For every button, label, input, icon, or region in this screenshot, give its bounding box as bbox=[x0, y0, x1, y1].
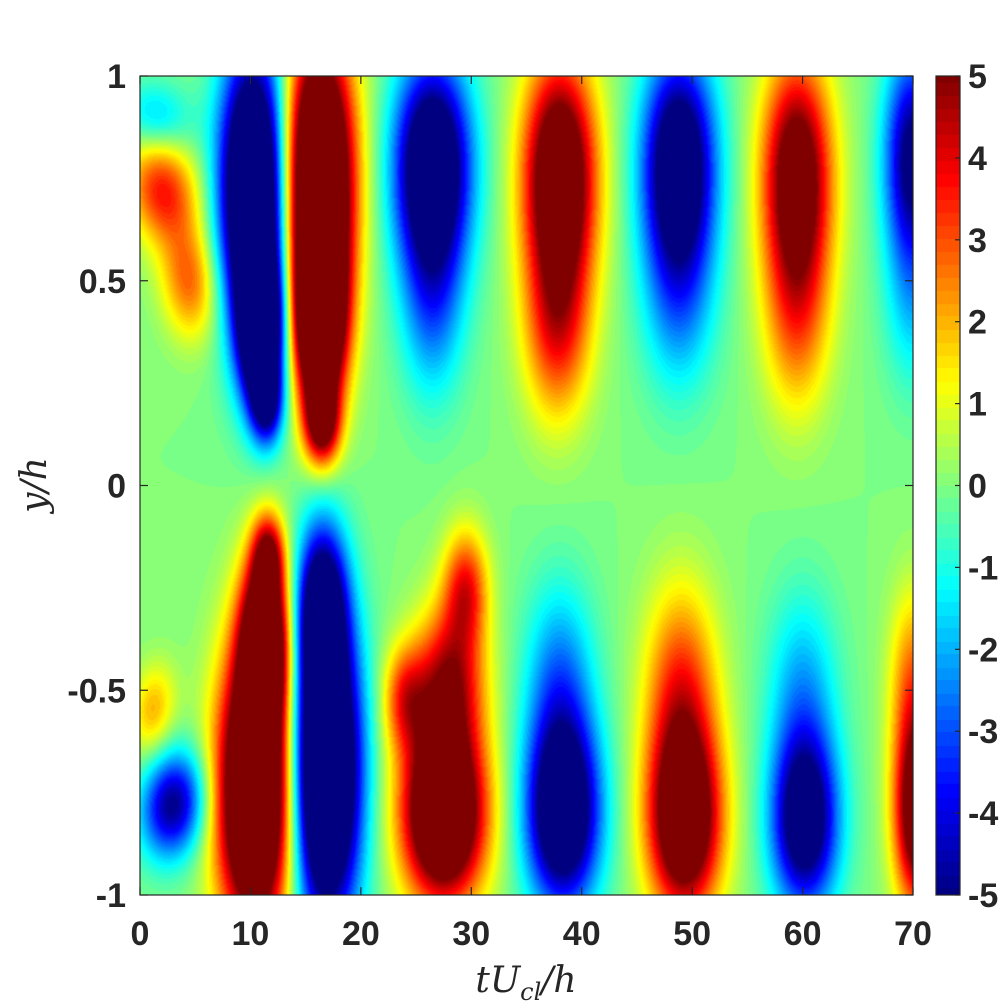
x-tick-label: 30 bbox=[452, 915, 490, 953]
x-tick-label: 70 bbox=[894, 915, 932, 953]
colorbar-tick-label: 1 bbox=[968, 386, 987, 424]
x-tick-label: 20 bbox=[342, 915, 380, 953]
x-axis-label-sub: cl bbox=[520, 978, 541, 1006]
heatmap-plot-area bbox=[139, 75, 914, 896]
x-tick-label: 50 bbox=[673, 915, 711, 953]
colorbar-tick-label: 0 bbox=[968, 468, 987, 506]
y-axis-label: y/h bbox=[14, 457, 55, 515]
x-axis-ticks: 0 10 20 30 40 50 60 70 bbox=[131, 76, 932, 953]
colorbar-tick-label: 4 bbox=[968, 140, 987, 178]
colorbar-ticks: 5 4 3 2 1 0 -1 -2 -3 -4 -5 bbox=[955, 58, 998, 915]
colorbar-tick-label: -5 bbox=[968, 877, 998, 915]
x-axis-label-tail: /h bbox=[538, 960, 576, 1001]
y-tick-label: 0.5 bbox=[79, 263, 126, 301]
colorbar-tick-label: -4 bbox=[968, 795, 998, 833]
x-tick-label: 0 bbox=[131, 915, 150, 953]
y-tick-label: -1 bbox=[96, 877, 126, 915]
y-tick-label: 1 bbox=[107, 58, 126, 96]
y-tick-label: 0 bbox=[107, 468, 126, 506]
colorbar-tick-label: 5 bbox=[968, 58, 987, 96]
colorbar-tick-label: -2 bbox=[968, 631, 998, 669]
colorbar-tick-label: 2 bbox=[968, 304, 987, 342]
y-axis-ticks: 1 0.5 0 -0.5 -1 bbox=[67, 58, 913, 915]
x-axis-label: tUcl/h bbox=[475, 960, 576, 1006]
x-tick-label: 40 bbox=[563, 915, 601, 953]
heatmap-field bbox=[140, 76, 913, 895]
x-tick-label: 10 bbox=[232, 915, 270, 953]
y-tick-label: -0.5 bbox=[67, 672, 126, 710]
x-tick-label: 60 bbox=[784, 915, 822, 953]
colorbar-tick-label: 3 bbox=[968, 222, 987, 260]
colorbar-tick-label: -1 bbox=[968, 549, 998, 587]
colorbar-tick-label: -3 bbox=[968, 713, 998, 751]
x-axis-label-main: tU bbox=[475, 960, 521, 1001]
